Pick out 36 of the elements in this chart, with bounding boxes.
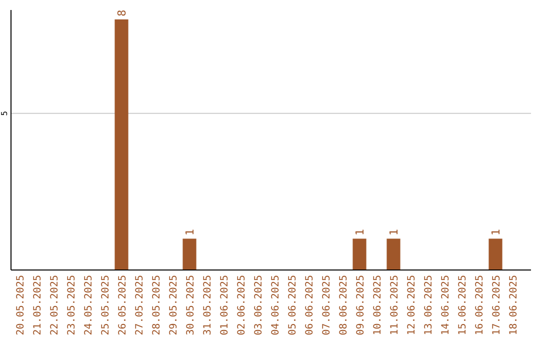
x-tick-label: 27.05.2025 [134,275,146,336]
x-tick-label: 06.06.2025 [304,275,316,336]
x-tick-label: 25.05.2025 [100,275,112,336]
x-tick-label: 24.05.2025 [84,275,94,336]
y-tick-label: 5 [0,110,9,116]
data-label: 1 [354,229,366,236]
x-tick-label: 18.06.2025 [508,275,520,336]
data-label: 1 [388,229,400,236]
x-tick-label: 11.06.2025 [390,275,400,336]
x-tick-label: 29.05.2025 [168,275,180,336]
x-tick-label: 02.06.2025 [236,275,248,336]
x-tick-label: 26.05.2025 [118,275,128,336]
x-tick-label: 13.06.2025 [424,275,434,336]
x-tick-label: 16.06.2025 [474,275,486,336]
x-tick-label: 28.05.2025 [152,275,162,336]
data-label: 1 [184,229,196,236]
x-tick-label: 20.05.2025 [16,275,26,336]
x-tick-label: 31.05.2025 [202,275,214,336]
x-tick-label: 04.06.2025 [270,275,282,336]
x-tick-label: 17.06.2025 [492,275,502,336]
x-tick-label: 21.05.2025 [32,275,44,336]
x-tick-label: 30.05.2025 [186,275,196,336]
x-tick-label: 03.06.2025 [254,275,264,336]
x-tick-label: 23.05.2025 [66,275,78,336]
x-tick-label: 10.06.2025 [372,275,384,336]
x-tick-label: 09.06.2025 [356,275,366,336]
x-tick-label: 22.05.2025 [50,275,60,336]
data-label: 1 [490,229,502,236]
x-tick-label: 07.06.2025 [322,275,332,336]
x-tick-label: 01.06.2025 [220,275,230,336]
x-tick-label: 12.06.2025 [406,275,418,336]
x-tick-label: 15.06.2025 [458,275,468,336]
data-label: 8 [116,10,128,16]
x-tick-label: 05.06.2025 [288,275,298,336]
x-tick-label: 08.06.2025 [338,275,350,336]
x-tick-label: 14.06.2025 [440,275,452,336]
